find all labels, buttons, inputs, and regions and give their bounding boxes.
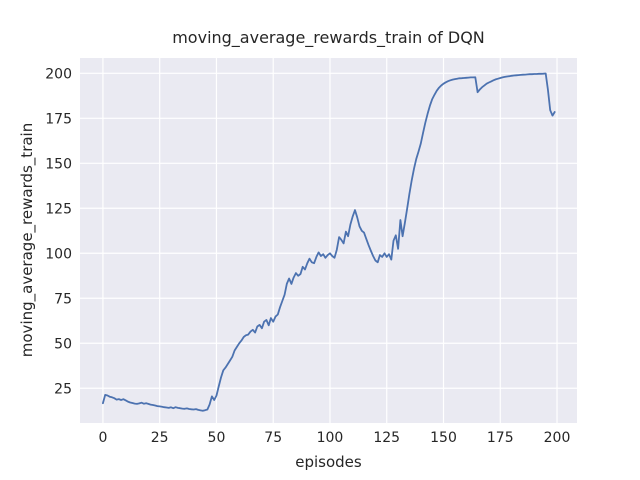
y-tick-label: 25 <box>54 381 72 397</box>
chart-title: moving_average_rewards_train of DQN <box>172 28 485 47</box>
x-tick-label: 100 <box>317 430 344 446</box>
y-tick-label: 100 <box>45 246 72 262</box>
x-tick-label: 0 <box>98 430 107 446</box>
x-tick-label: 200 <box>544 430 571 446</box>
y-tick-label: 75 <box>54 291 72 307</box>
y-tick-label: 150 <box>45 156 72 172</box>
x-tick-label: 150 <box>430 430 457 446</box>
reward-line <box>102 72 556 412</box>
y-tick-label: 200 <box>45 66 72 82</box>
x-tick-label: 75 <box>264 430 282 446</box>
x-tick-label: 50 <box>208 430 226 446</box>
x-tick-label: 25 <box>151 430 169 446</box>
y-tick-label: 175 <box>45 111 72 127</box>
x-axis-label: episodes <box>295 453 362 471</box>
y-tick-label: 125 <box>45 201 72 217</box>
x-tick-label: 175 <box>487 430 514 446</box>
plot-area <box>80 58 577 423</box>
y-axis-label-text: moving_average_rewards_train <box>18 122 36 358</box>
x-tick-label: 125 <box>373 430 400 446</box>
y-tick-label: 50 <box>54 336 72 352</box>
